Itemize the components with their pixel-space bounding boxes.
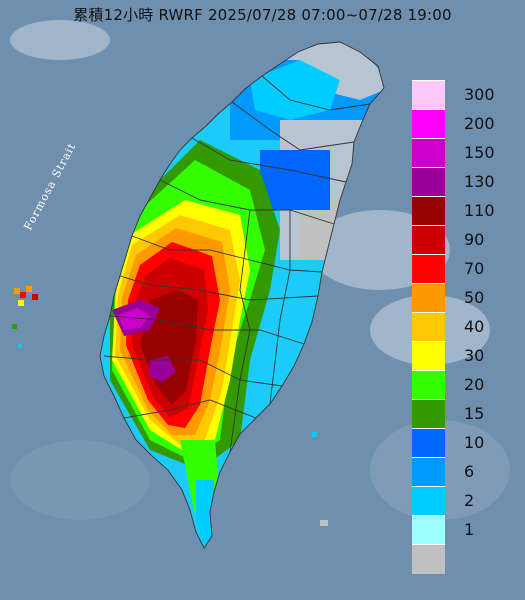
legend-label: 150	[464, 143, 495, 162]
legend-swatch	[412, 515, 445, 545]
legend-label: 70	[464, 259, 485, 278]
legend-label: 40	[464, 317, 485, 336]
legend-swatch	[412, 138, 445, 168]
legend-label: 6	[464, 462, 475, 481]
legend-label: 110	[464, 201, 495, 220]
legend-swatch	[412, 80, 445, 110]
legend-swatch	[412, 399, 445, 429]
legend-swatch	[412, 370, 445, 400]
legend-swatch	[412, 457, 445, 487]
legend-label: 30	[464, 346, 485, 365]
legend-swatch	[412, 544, 445, 574]
legend-swatch	[412, 196, 445, 226]
legend-label: 300	[464, 85, 495, 104]
map-title: 累積12小時 RWRF 2025/07/28 07:00~07/28 19:00	[73, 6, 452, 24]
legend-swatch	[412, 312, 445, 342]
legend-label: 20	[464, 375, 485, 394]
legend-swatch	[412, 254, 445, 284]
legend-swatch	[412, 225, 445, 255]
penghu-islands	[12, 286, 38, 348]
legend-label: 2	[464, 491, 475, 510]
rainfall-legend: 300 200 150 130 110 90 70 50 40 30 20 15 10 6 2 1	[412, 80, 508, 574]
legend-label: 1	[464, 520, 475, 539]
legend-label: 200	[464, 114, 495, 133]
legend-swatch	[412, 428, 445, 458]
legend-label: 10	[464, 433, 485, 452]
legend-swatch	[412, 341, 445, 371]
legend-swatch	[412, 486, 445, 516]
legend-label: 90	[464, 230, 485, 249]
legend-label: 50	[464, 288, 485, 307]
legend-swatch	[412, 167, 445, 197]
legend-label: 130	[464, 172, 495, 191]
county-boundaries	[99, 41, 385, 549]
legend-label: 15	[464, 404, 485, 423]
legend-swatch	[412, 109, 445, 139]
legend-swatch	[412, 283, 445, 313]
green-island	[312, 432, 328, 526]
